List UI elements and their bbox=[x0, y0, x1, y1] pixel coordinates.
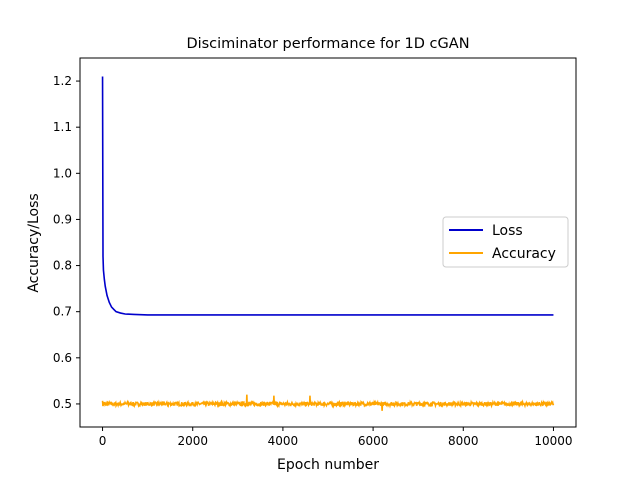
y-axis-label: Accuracy/Loss bbox=[26, 193, 42, 292]
x-tick-label: 0 bbox=[99, 434, 107, 448]
series-line-loss bbox=[101, 76, 554, 316]
y-tick-label: 0.7 bbox=[53, 305, 72, 319]
x-tick-label: 8000 bbox=[448, 434, 479, 448]
series-line-accuracy bbox=[101, 394, 555, 411]
y-tick-label: 0.8 bbox=[53, 259, 72, 273]
plot-frame bbox=[79, 57, 577, 428]
x-tick-label: 10000 bbox=[534, 434, 572, 448]
legend-label-accuracy: Accuracy bbox=[492, 246, 556, 262]
x-tick-label: 2000 bbox=[177, 434, 208, 448]
y-tick-label: 1.2 bbox=[53, 74, 72, 88]
x-tick-label: 4000 bbox=[268, 434, 299, 448]
y-tick-label: 1.0 bbox=[53, 166, 72, 180]
x-axis-label: Epoch number bbox=[277, 457, 379, 473]
x-tick-label: 6000 bbox=[358, 434, 389, 448]
y-tick-label: 0.9 bbox=[53, 212, 72, 226]
y-axis-ticks: 0.5 0.6 0.7 0.8 0.9 1.0 1.1 1.2 bbox=[53, 74, 80, 411]
legend-label-loss: Loss bbox=[492, 223, 523, 239]
plot-lines bbox=[101, 76, 555, 411]
legend: Loss Accuracy bbox=[442, 216, 569, 268]
chart-title: Disciminator performance for 1D cGAN bbox=[186, 36, 469, 52]
y-tick-label: 1.1 bbox=[53, 120, 72, 134]
y-tick-label: 0.5 bbox=[53, 397, 72, 411]
y-tick-label: 0.6 bbox=[53, 351, 72, 365]
x-axis-ticks: 0 2000 4000 6000 8000 10000 bbox=[99, 427, 573, 448]
